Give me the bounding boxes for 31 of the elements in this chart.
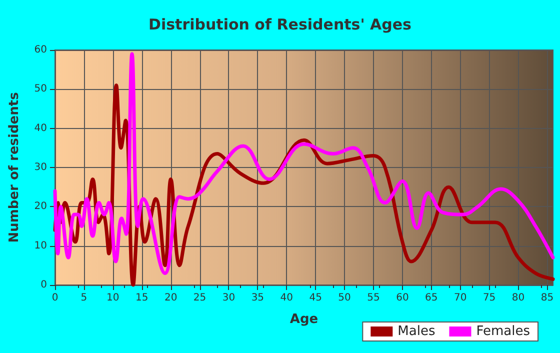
x-tick-label: 80: [512, 292, 525, 304]
y-tick-label: 50: [34, 84, 47, 95]
x-tick-label: 30: [222, 292, 236, 304]
legend-label: Females: [476, 324, 530, 339]
y-tick-label: 30: [34, 162, 47, 173]
x-tick-label: 75: [482, 292, 496, 304]
x-tick-label: 10: [106, 292, 120, 304]
x-tick-label: 60: [396, 292, 409, 304]
x-tick-label: 45: [309, 292, 322, 304]
x-tick-label: 70: [454, 292, 467, 304]
legend-label: Males: [398, 324, 436, 339]
y-tick-label: 20: [34, 201, 47, 212]
line-series: [53, 52, 555, 275]
x-tick-label: 85: [540, 292, 554, 304]
x-tick-label: 20: [164, 292, 178, 304]
y-tick-label: 40: [34, 122, 47, 134]
chart-title: Distribution of Residents' Ages: [148, 16, 412, 34]
x-tick-label: 25: [193, 292, 206, 304]
x-tick-label: 50: [338, 292, 351, 304]
x-tick-label: 40: [280, 292, 293, 304]
x-tick-label: 55: [367, 292, 380, 304]
x-tick-label: 5: [80, 292, 88, 304]
y-axis-title: Number of residents: [7, 92, 22, 243]
x-tick-label: 65: [425, 292, 438, 304]
y-tick-label: 10: [34, 240, 47, 252]
y-tick-label: 0: [40, 280, 47, 290]
x-axis-title: Age: [290, 312, 318, 327]
y-tick-label: 60: [34, 44, 47, 56]
x-tick-label: 0: [52, 292, 58, 304]
x-tick-label: 15: [135, 292, 148, 304]
x-tick-label: 35: [251, 292, 264, 304]
